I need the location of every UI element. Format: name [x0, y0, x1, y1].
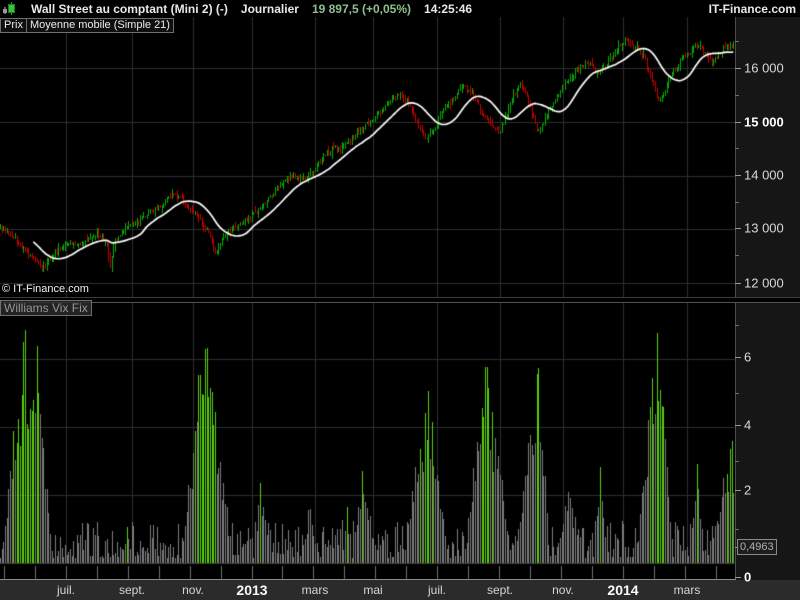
time-axis-border	[0, 579, 736, 580]
price-axis-minor-tick	[735, 148, 739, 149]
vix-axis-minor-tick	[735, 325, 739, 326]
vix-axis-label: 2	[744, 482, 752, 498]
time-axis-label: nov.	[552, 583, 574, 597]
vix-axis-tick	[735, 425, 741, 426]
time-axis-label: sept.	[118, 583, 146, 597]
price-axis-tick	[735, 175, 741, 176]
price-axis-label: 14 000	[744, 167, 784, 183]
price-axis-tick	[735, 122, 741, 123]
time-axis-label: 2013	[236, 582, 268, 598]
price-axis-minor-tick	[735, 41, 739, 42]
price-label-box[interactable]: Prix	[0, 18, 27, 33]
vix-axis-tick	[735, 577, 741, 578]
time-axis-label: juil.	[427, 583, 447, 597]
price-axis-tick	[735, 283, 741, 284]
vix-axis-minor-tick	[735, 529, 739, 530]
instrument-title: Wall Street au comptant (Mini 2) (-)	[31, 1, 228, 16]
vix-axis-tick	[735, 357, 741, 358]
vix-value-tick	[735, 547, 737, 548]
vix-axis-label: 0	[744, 569, 752, 585]
clock: 14:25:46	[424, 1, 473, 16]
vix-axis-label: 6	[744, 349, 752, 365]
candlestick-chart-icon	[2, 2, 18, 15]
price-axis-label: 13 000	[744, 220, 784, 236]
price-axis-tick	[735, 68, 741, 69]
time-axis[interactable]	[0, 580, 800, 600]
price-chart-canvas[interactable]	[0, 17, 735, 297]
price-axis-tick	[735, 228, 741, 229]
vix-label-box[interactable]: Williams Vix Fix	[0, 300, 92, 316]
vix-chart-canvas[interactable]	[0, 303, 735, 580]
vix-axis-tick	[735, 490, 741, 491]
price-axis-label: 12 000	[744, 275, 784, 291]
brand-label: IT-Finance.com	[708, 1, 796, 16]
vix-axis-minor-tick	[735, 461, 739, 462]
time-axis-label: mars	[301, 583, 329, 597]
time-axis-label: mars	[673, 583, 701, 597]
indicator-labels: Prix Moyenne mobile (Simple 21)	[0, 18, 174, 33]
timeframe-label: Journalier	[240, 1, 299, 16]
vix-axis-label: 4	[744, 417, 752, 433]
last-price: 19 897,5 (+0,05%)	[311, 1, 412, 16]
time-axis-label: 2014	[607, 582, 639, 598]
ma-label-box[interactable]: Moyenne mobile (Simple 21)	[25, 18, 174, 33]
vix-axis-minor-tick	[735, 393, 739, 394]
time-axis-label: mai	[363, 583, 383, 597]
title-bar: Wall Street au comptant (Mini 2) (-) Jou…	[0, 0, 800, 17]
price-axis-label: 16 000	[744, 60, 784, 76]
price-axis-label: 15 000	[744, 114, 784, 130]
price-axis-minor-tick	[735, 202, 739, 203]
copyright-note: © IT-Finance.com	[2, 283, 89, 295]
panel-divider[interactable]	[0, 297, 800, 303]
time-axis-label: juil.	[56, 583, 76, 597]
price-axis-minor-tick	[735, 255, 739, 256]
time-axis-label: nov.	[182, 583, 204, 597]
time-axis-label: sept.	[486, 583, 514, 597]
price-axis-minor-tick	[735, 95, 739, 96]
vix-last-value-box: 0,4963	[737, 539, 777, 555]
